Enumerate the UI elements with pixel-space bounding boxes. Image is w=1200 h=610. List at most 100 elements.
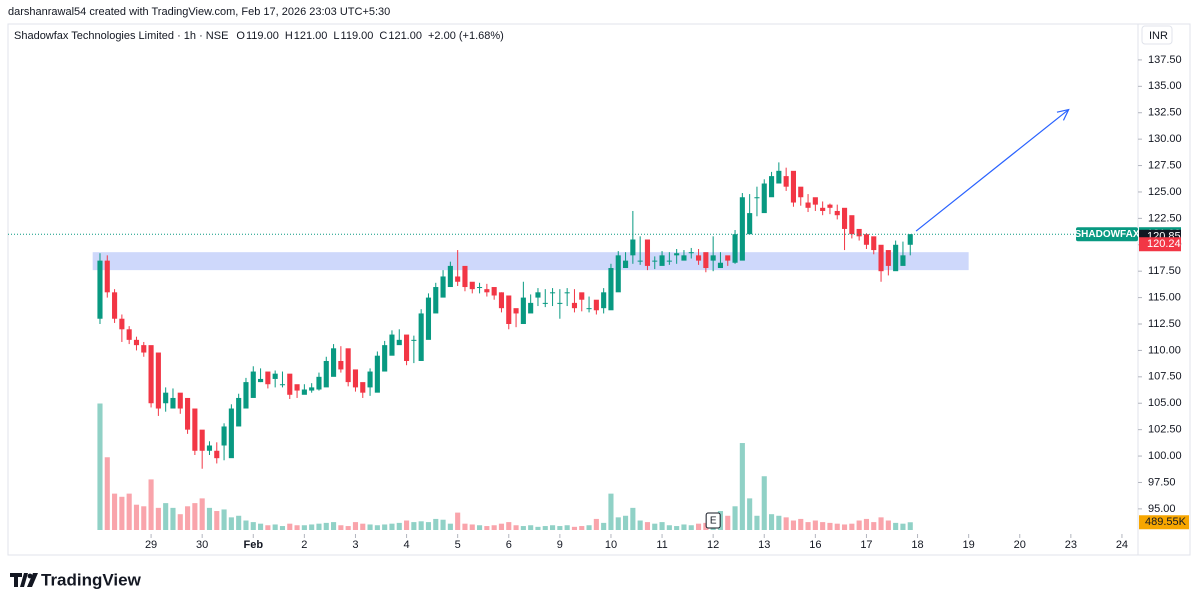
candle-body: [206, 445, 213, 451]
x-tick-label: Feb: [243, 539, 263, 551]
x-tick-label: 19: [963, 539, 975, 551]
volume-bar: [768, 514, 775, 530]
ma-tag: [1139, 237, 1181, 252]
event-label: E: [710, 516, 717, 527]
candle-body: [586, 308, 592, 310]
volume-bar: [827, 522, 833, 530]
candle-body: [601, 292, 607, 309]
candle-body: [141, 345, 147, 353]
volume-bar: [812, 520, 818, 530]
candle-body: [615, 255, 621, 293]
candle-body: [820, 207, 826, 211]
volume-bar: [148, 479, 154, 530]
candle-body: [404, 334, 410, 361]
volume-bar: [623, 515, 629, 530]
volume-bar: [287, 523, 293, 530]
symbol-label: SHADOWFAX: [1075, 229, 1140, 240]
x-tick-label: 3: [352, 539, 358, 551]
candle-body: [528, 302, 534, 314]
volume-bar: [170, 507, 176, 530]
volume-bar: [878, 517, 884, 530]
volume-bar: [272, 524, 278, 530]
candle-body: [513, 308, 519, 314]
candle-body: [418, 313, 424, 361]
volume-bar: [309, 524, 315, 530]
legend-value: 121.00: [388, 30, 422, 42]
volume-bar: [484, 526, 490, 530]
volume-bar: [133, 504, 140, 530]
candle-body: [498, 292, 505, 309]
volume-bar: [776, 515, 782, 530]
candle-body: [192, 408, 198, 451]
volume-bar: [367, 524, 373, 530]
volume-bar: [535, 526, 541, 530]
volume-bar: [856, 520, 862, 530]
candle-body: [199, 429, 205, 451]
volume-bar: [228, 517, 234, 530]
candle-body: [688, 252, 694, 254]
volume-bar: [411, 522, 417, 530]
legend-value: 119.00: [341, 30, 374, 42]
volume-bar: [250, 522, 256, 530]
x-tick-label: 10: [605, 539, 617, 551]
x-tick-label: 12: [707, 539, 719, 551]
currency-box: [1141, 25, 1173, 45]
ohlc-legend: O 119.00 H 121.00 L 119.00 C 121.00 +2.00 (+1.68…: [236, 30, 503, 42]
chart-title: Shadowfax Technologies Limited · 1h · NS…: [14, 30, 228, 42]
volume-bar: [513, 525, 519, 530]
volume-bar: [871, 522, 877, 530]
candle-body: [725, 255, 731, 261]
x-tick-label: 2: [301, 539, 307, 551]
candle-body: [900, 255, 906, 266]
candle-body: [564, 292, 570, 294]
candle-body: [126, 329, 132, 340]
volume-bar: [243, 520, 249, 530]
plot: 95.00 97.50 100.00 102.50 105.00 107.50 110.00…: [8, 54, 1189, 551]
symbol-tag: [1076, 227, 1138, 242]
candle-body: [856, 228, 862, 237]
candle-body: [696, 255, 702, 261]
candle-body: [477, 287, 483, 289]
candle-body: [411, 339, 417, 341]
candle-body: [703, 252, 709, 269]
candle-body: [316, 376, 322, 390]
candle-body: [272, 373, 278, 379]
volume-bar: [615, 517, 621, 530]
candle-body: [841, 207, 848, 229]
volume-bar: [316, 523, 322, 530]
volume-bar: [863, 518, 870, 530]
volume-bar: [491, 525, 497, 530]
candle-body: [557, 302, 563, 304]
x-tick-label: 30: [196, 539, 208, 551]
candle-body: [462, 265, 468, 288]
volume-bar: [155, 507, 161, 530]
candle-body: [440, 276, 446, 298]
volume-bar: [593, 518, 599, 530]
candle-body: [112, 292, 118, 319]
candle-body: [323, 360, 329, 388]
candle-body: [732, 234, 738, 263]
volume-bar: [688, 525, 694, 530]
volume-bar: [506, 522, 512, 530]
candle-body: [827, 204, 833, 208]
legend-value: +2.00 (+1.68%): [428, 30, 504, 42]
volume-bar: [338, 525, 344, 530]
candle-body: [221, 426, 227, 446]
candle-body: [520, 297, 526, 325]
volume-bar: [396, 522, 402, 530]
volume-bar: [177, 514, 183, 530]
y-tick-label: 105.00: [1148, 397, 1182, 409]
volume-bar: [221, 509, 227, 530]
candle-body: [119, 318, 125, 330]
volume-bar: [360, 523, 366, 530]
candle-body: [301, 389, 307, 395]
candle-body: [250, 371, 256, 398]
candle-body: [623, 260, 629, 269]
candle-body: [878, 244, 884, 272]
volume-bar: [498, 523, 505, 530]
x-tick-label: 13: [758, 539, 770, 551]
volume-bar: [805, 522, 811, 530]
volume-bar: [893, 522, 899, 530]
volume-bar: [185, 506, 191, 530]
